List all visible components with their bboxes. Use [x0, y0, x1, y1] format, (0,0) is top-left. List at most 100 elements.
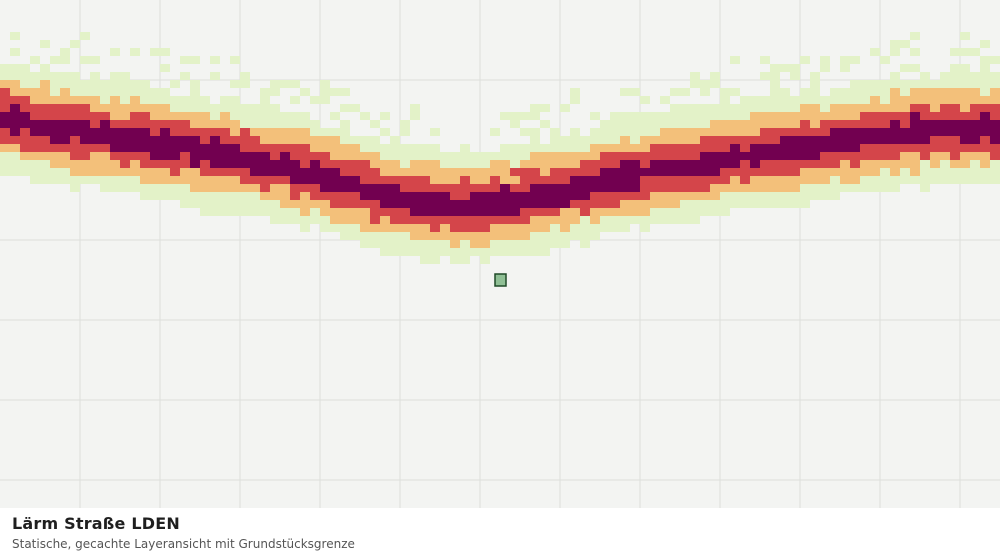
noise-cell — [190, 160, 200, 168]
noise-cell — [110, 184, 120, 192]
noise-cell — [620, 136, 630, 144]
noise-cell — [840, 160, 850, 168]
noise-cell — [140, 80, 150, 88]
noise-cell — [630, 136, 640, 144]
noise-cell — [270, 112, 280, 120]
noise-cell — [760, 104, 770, 112]
noise-cell — [440, 208, 450, 216]
noise-cell — [960, 128, 970, 136]
noise-cell — [10, 168, 20, 176]
noise-cell — [860, 88, 870, 96]
noise-cell — [180, 184, 190, 192]
noise-cell — [570, 160, 580, 168]
noise-cell — [610, 224, 620, 232]
noise-cell — [170, 152, 180, 160]
noise-cell — [520, 192, 530, 200]
noise-cell — [970, 80, 980, 88]
noise-cell — [170, 168, 180, 176]
noise-cell — [810, 144, 820, 152]
noise-cell — [170, 192, 180, 200]
noise-cell — [420, 176, 430, 184]
noise-cell — [280, 168, 290, 176]
noise-cell — [530, 232, 540, 240]
noise-cell — [270, 200, 280, 208]
noise-cell — [680, 112, 690, 120]
noise-cell — [860, 104, 870, 112]
noise-cell — [730, 184, 740, 192]
noise-cell — [490, 232, 500, 240]
noise-cell — [470, 192, 480, 200]
noise-cell — [350, 176, 360, 184]
noise-cell — [850, 136, 860, 144]
noise-cell — [980, 112, 990, 120]
noise-cell — [120, 96, 130, 104]
noise-cell — [670, 176, 680, 184]
noise-cell — [20, 152, 30, 160]
noise-cell — [410, 248, 420, 256]
noise-cell — [730, 176, 740, 184]
noise-cell — [600, 144, 610, 152]
noise-cell — [950, 144, 960, 152]
noise-cell — [660, 136, 670, 144]
noise-cell — [570, 88, 580, 96]
noise-cell — [610, 216, 620, 224]
noise-cell — [150, 192, 160, 200]
noise-cell — [80, 160, 90, 168]
noise-cell — [490, 240, 500, 248]
noise-cell — [10, 96, 20, 104]
noise-cell — [960, 176, 970, 184]
noise-cell — [900, 40, 910, 48]
noise-cell — [100, 88, 110, 96]
noise-cell — [630, 112, 640, 120]
noise-cell — [340, 224, 350, 232]
noise-cell — [380, 152, 390, 160]
noise-cell — [160, 112, 170, 120]
noise-cell — [280, 152, 290, 160]
noise-cell — [210, 120, 220, 128]
noise-cell — [870, 128, 880, 136]
noise-cell — [720, 152, 730, 160]
noise-cell — [200, 192, 210, 200]
noise-cell — [490, 168, 500, 176]
noise-cell — [100, 120, 110, 128]
noise-cell — [740, 152, 750, 160]
noise-cell — [230, 152, 240, 160]
noise-cell — [130, 112, 140, 120]
noise-cell — [650, 112, 660, 120]
map-view[interactable] — [0, 0, 1000, 508]
noise-cell — [540, 192, 550, 200]
noise-cell — [620, 176, 630, 184]
noise-cell — [740, 200, 750, 208]
noise-cell — [420, 152, 430, 160]
noise-cell — [930, 88, 940, 96]
noise-cell — [990, 72, 1000, 80]
noise-cell — [840, 120, 850, 128]
noise-cell — [740, 168, 750, 176]
noise-cell — [910, 120, 920, 128]
noise-cell — [190, 56, 200, 64]
noise-cell — [510, 232, 520, 240]
noise-cell — [900, 160, 910, 168]
noise-cell — [230, 104, 240, 112]
noise-cell — [250, 192, 260, 200]
noise-cell — [70, 144, 80, 152]
noise-cell — [710, 208, 720, 216]
noise-cell — [570, 216, 580, 224]
noise-cell — [10, 112, 20, 120]
noise-cell — [260, 144, 270, 152]
noise-cell — [450, 160, 460, 168]
noise-cell — [550, 128, 560, 136]
noise-cell — [320, 88, 330, 96]
parcel-boundary[interactable] — [494, 273, 507, 287]
noise-cell — [280, 192, 290, 200]
noise-cell — [770, 64, 780, 72]
noise-cell — [750, 184, 760, 192]
noise-cell — [320, 192, 330, 200]
noise-cell — [690, 200, 700, 208]
noise-cell — [540, 232, 550, 240]
noise-cell — [490, 248, 500, 256]
noise-cell — [540, 120, 550, 128]
noise-cell — [300, 224, 310, 232]
noise-cell — [830, 112, 840, 120]
noise-cell — [520, 160, 530, 168]
